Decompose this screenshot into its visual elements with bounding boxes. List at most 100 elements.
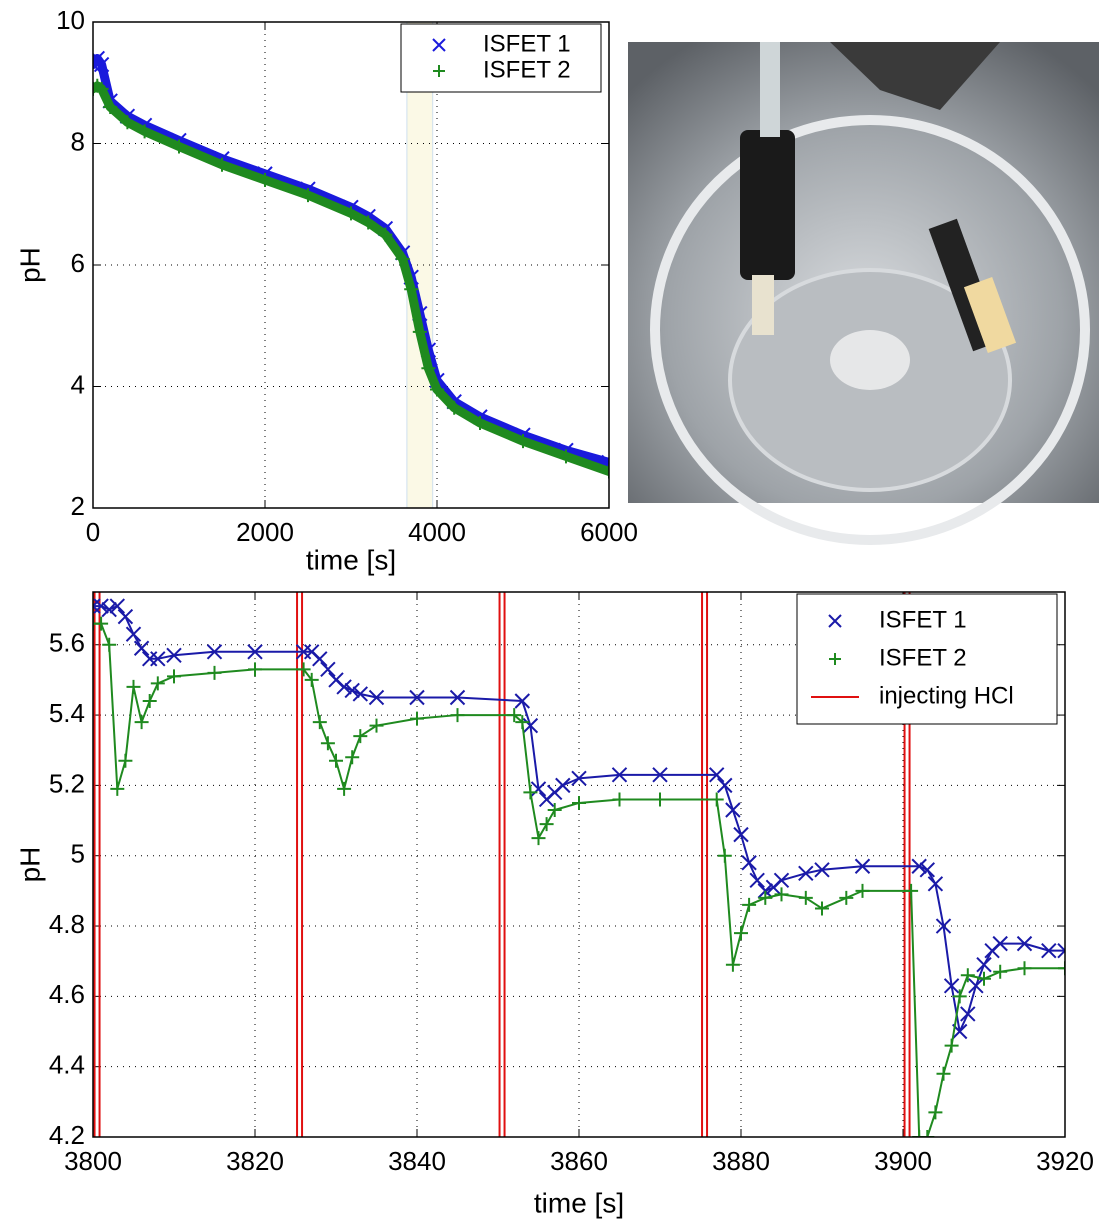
data-point bbox=[296, 662, 311, 677]
y-tick-label: 5.4 bbox=[49, 698, 85, 728]
x-tick-label: 3800 bbox=[64, 1146, 122, 1176]
data-point bbox=[530, 781, 547, 797]
y-tick-label: 4 bbox=[71, 369, 85, 399]
plot-frame bbox=[92, 21, 610, 509]
photo bbox=[628, 42, 1099, 545]
data-point bbox=[473, 415, 487, 430]
data-point bbox=[855, 883, 870, 898]
x-tick-label: 3900 bbox=[874, 1146, 932, 1176]
data-point bbox=[369, 718, 384, 733]
data-point bbox=[137, 124, 152, 139]
data-point bbox=[409, 689, 425, 706]
data-point bbox=[94, 81, 109, 96]
data-point bbox=[516, 434, 530, 449]
legend-label: ISFET 2 bbox=[879, 644, 967, 671]
data-point bbox=[547, 803, 562, 817]
data-point bbox=[215, 157, 229, 172]
y-tick-label: 5.6 bbox=[49, 628, 85, 658]
data-point bbox=[960, 968, 975, 983]
data-point bbox=[725, 802, 741, 818]
data-point bbox=[102, 637, 117, 652]
data-point bbox=[117, 608, 134, 625]
data-point bbox=[968, 978, 984, 994]
data-point bbox=[166, 647, 182, 663]
plot-frame bbox=[92, 591, 1066, 1138]
data-point bbox=[206, 644, 223, 660]
data-point bbox=[708, 767, 725, 783]
data-point bbox=[1058, 961, 1065, 976]
data-point bbox=[709, 792, 724, 807]
data-point bbox=[312, 715, 327, 730]
data-point bbox=[248, 662, 262, 677]
data-point bbox=[447, 400, 462, 415]
data-point bbox=[960, 1006, 976, 1022]
data-point bbox=[912, 1130, 927, 1137]
probe-tip bbox=[752, 275, 774, 335]
data-point bbox=[118, 753, 133, 768]
beaker-rim bbox=[650, 115, 1090, 545]
legend-marker bbox=[829, 653, 841, 665]
y-tick-label: 5 bbox=[71, 839, 85, 869]
legend-box bbox=[400, 23, 602, 93]
x-tick-label: 3880 bbox=[712, 1146, 770, 1176]
tube bbox=[760, 42, 780, 137]
data-point bbox=[320, 736, 335, 751]
data-point bbox=[559, 449, 573, 464]
data-point bbox=[725, 957, 740, 972]
y-tick-label: 2 bbox=[71, 491, 85, 521]
data-point bbox=[368, 689, 385, 706]
data-point bbox=[410, 711, 424, 726]
legend-label: ISFET 1 bbox=[879, 606, 967, 633]
y-tick-label: 4.4 bbox=[49, 1050, 85, 1080]
data-point bbox=[814, 862, 830, 878]
data-point bbox=[943, 978, 960, 994]
x-tick-label: 3840 bbox=[388, 1146, 446, 1176]
data-point bbox=[345, 750, 360, 765]
probe bbox=[740, 130, 795, 280]
data-point bbox=[1041, 942, 1057, 959]
data-point bbox=[1017, 961, 1032, 976]
data-point bbox=[301, 188, 315, 203]
plot-marks bbox=[93, 50, 609, 479]
data-point bbox=[93, 56, 110, 73]
legend-label: injecting HCl bbox=[879, 682, 1014, 709]
data-point bbox=[652, 767, 668, 783]
data-point bbox=[571, 770, 587, 787]
data-point bbox=[992, 935, 1008, 952]
data-point bbox=[523, 785, 538, 800]
data-point bbox=[815, 901, 829, 916]
data-point bbox=[798, 890, 813, 905]
data-point bbox=[150, 676, 165, 691]
data-point bbox=[741, 855, 757, 871]
data-point bbox=[312, 651, 328, 667]
data-point bbox=[320, 661, 336, 678]
data-point bbox=[734, 926, 748, 941]
y-tick-label: 10 bbox=[56, 5, 85, 35]
data-point bbox=[774, 887, 789, 902]
data-point bbox=[336, 679, 352, 695]
data-point bbox=[507, 708, 522, 723]
data-point bbox=[611, 767, 628, 783]
x-tick-label: 6000 bbox=[580, 517, 638, 547]
data-point bbox=[395, 251, 410, 266]
x-axis-label: time [s] bbox=[306, 544, 396, 575]
data-point bbox=[337, 781, 352, 796]
y-axis-label: pH bbox=[14, 247, 45, 283]
data-point bbox=[150, 651, 166, 667]
data-point bbox=[976, 957, 992, 973]
x-tick-label: 0 bbox=[86, 517, 100, 547]
y-tick-label: 5.2 bbox=[49, 768, 85, 798]
data-point bbox=[936, 1066, 951, 1081]
data-point bbox=[854, 858, 871, 874]
data-point bbox=[758, 890, 773, 905]
data-point bbox=[977, 971, 991, 986]
y-tick-label: 4.6 bbox=[49, 979, 85, 1009]
data-point bbox=[717, 777, 733, 794]
data-point bbox=[344, 206, 358, 221]
data-point bbox=[412, 324, 427, 339]
data-point bbox=[733, 826, 749, 843]
data-point bbox=[952, 989, 967, 1004]
data-point bbox=[773, 872, 790, 889]
legend: ISFET 1 ISFET 2 injecting HCl bbox=[796, 593, 1058, 725]
stirrer bbox=[830, 330, 910, 390]
